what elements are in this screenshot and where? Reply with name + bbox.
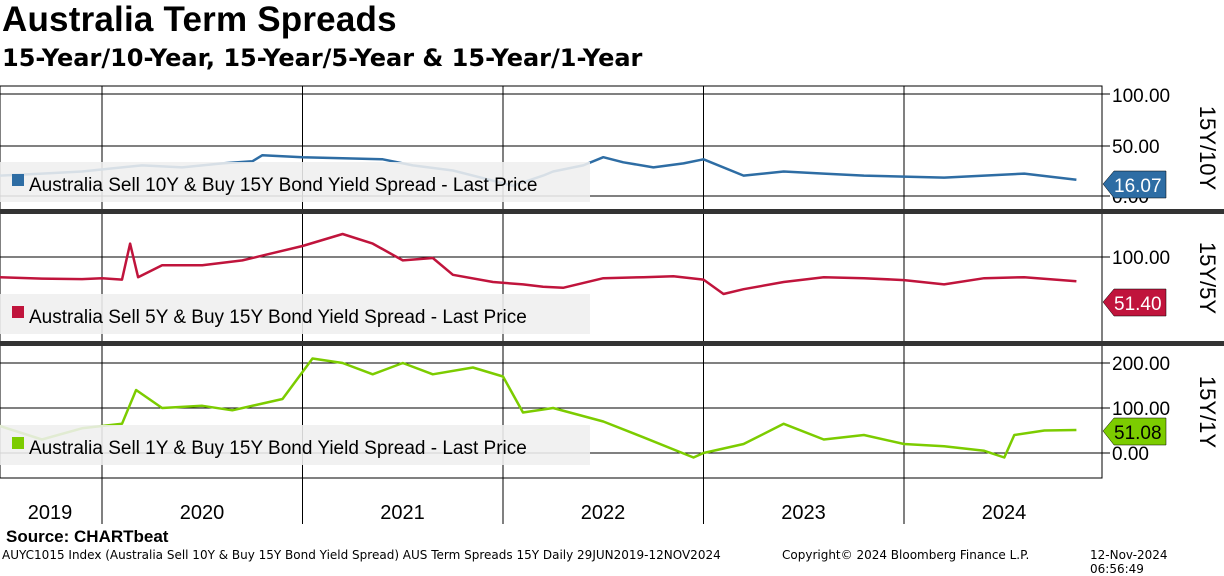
y-tick-label: 0.00 <box>1112 444 1149 465</box>
legend-label: Australia Sell 5Y & Buy 15Y Bond Yield S… <box>29 307 527 328</box>
plot-frame <box>0 85 1103 479</box>
legend-label: Australia Sell 10Y & Buy 15Y Bond Yield … <box>29 175 537 196</box>
legend-label: Australia Sell 1Y & Buy 15Y Bond Yield S… <box>29 438 527 459</box>
y-tick-label: 200.00 <box>1112 354 1170 375</box>
ticker-info: AUYC1015 Index (Australia Sell 10Y & Buy… <box>2 548 721 562</box>
panel-label: 15Y/5Y <box>1195 242 1220 314</box>
y-tick-label: 50.00 <box>1112 137 1160 158</box>
series-line <box>0 232 1077 296</box>
x-tick-label: 2019 <box>28 502 73 524</box>
last-price-value: 51.08 <box>1114 423 1162 444</box>
legend-swatch <box>12 437 24 449</box>
last-price-tag <box>1102 170 1167 199</box>
copyright: Copyright© 2024 Bloomberg Finance L.P. <box>782 548 1030 562</box>
last-price-value: 16.07 <box>1114 176 1162 197</box>
panel-separator <box>0 209 1224 214</box>
panel-label: 15Y/10Y <box>1195 106 1220 191</box>
x-tick-label: 2023 <box>781 502 826 524</box>
y-tick-label: 100.00 <box>1112 399 1170 420</box>
y-tick-label: 100.00 <box>1112 86 1170 107</box>
chart-title: Australia Term Spreads <box>2 0 397 39</box>
panel-label: 15Y/1Y <box>1195 376 1220 448</box>
timestamp: 12-Nov-2024 06:56:49 <box>1090 548 1168 576</box>
last-price-tag <box>1102 288 1167 317</box>
legend-swatch <box>12 174 24 186</box>
last-price-tag <box>1102 417 1167 446</box>
legend-box <box>0 425 590 465</box>
x-tick-label: 2022 <box>581 502 626 524</box>
source-label: Source: CHARTbeat <box>6 527 169 546</box>
x-tick-label: 2024 <box>982 502 1027 524</box>
series-line <box>0 357 1077 459</box>
x-tick-label: 2020 <box>180 502 225 524</box>
y-tick-label: 100.00 <box>1112 248 1170 269</box>
x-tick-label: 2021 <box>380 502 425 524</box>
legend-swatch <box>12 306 24 318</box>
legend-box <box>0 294 590 334</box>
chart-subtitle: 15-Year/10-Year, 15-Year/5-Year & 15-Yea… <box>2 44 643 72</box>
last-price-value: 51.40 <box>1114 294 1162 315</box>
panel-separator <box>0 341 1224 346</box>
legend-box <box>0 162 590 202</box>
